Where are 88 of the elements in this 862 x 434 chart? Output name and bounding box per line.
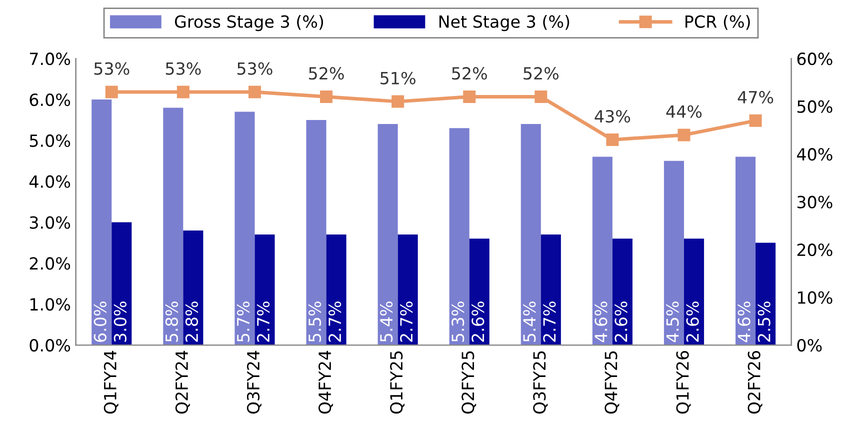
- data-label: 52%: [452, 67, 487, 80]
- bar: [326, 234, 346, 346]
- point: [463, 90, 476, 104]
- data-label: 47%: [738, 90, 774, 104]
- bar: [254, 234, 275, 346]
- y2-tick-label: 40%: [796, 148, 832, 161]
- data-label: 4.5%: [666, 302, 679, 342]
- x-tick-label: Q2FY24: [175, 350, 190, 414]
- bar: [540, 234, 561, 346]
- y-tick-label: 1.0%: [30, 298, 70, 311]
- point: [248, 86, 261, 98]
- data-label: 5.3%: [452, 302, 464, 342]
- y2-tick-label: 30%: [797, 196, 832, 208]
- bar: [234, 112, 255, 346]
- bar: [306, 120, 326, 346]
- x-tick-label: Q1FY24: [104, 350, 118, 414]
- data-label: 53%: [237, 62, 272, 75]
- bar: [378, 124, 398, 346]
- data-label: 52%: [309, 67, 344, 80]
- point: [534, 90, 548, 104]
- data-label: 53%: [94, 62, 130, 75]
- point: [105, 86, 118, 98]
- x-tick-label: Q4FY24: [318, 350, 334, 414]
- data-label: 2.7%: [256, 302, 270, 342]
- point: [320, 90, 333, 104]
- y-tick-label: 6.0%: [30, 93, 70, 106]
- x-tick-label: Q1FY25: [390, 351, 405, 414]
- bar: [756, 242, 776, 346]
- data-label: 2.6%: [472, 302, 484, 342]
- y-tick-label: 7.0%: [30, 52, 70, 66]
- data-label: 2.6%: [614, 302, 628, 342]
- bar: [684, 238, 704, 346]
- bar: [612, 238, 632, 346]
- data-label: 6.0%: [94, 302, 106, 342]
- data-label: 44%: [666, 105, 702, 118]
- bar: [592, 156, 612, 346]
- y-tick-label: 3.0%: [30, 216, 70, 229]
- point: [392, 95, 404, 108]
- bar: [112, 222, 132, 346]
- data-label: 2.6%: [686, 302, 699, 342]
- bar: [398, 234, 418, 346]
- data-label: 2.7%: [400, 302, 413, 342]
- data-label: 53%: [166, 62, 201, 75]
- x-tick-label: Q4FY25: [604, 351, 620, 414]
- x-tick-label: Q1FY26: [676, 350, 691, 414]
- y-tick-label: 0.0%: [30, 338, 70, 352]
- bar: [664, 160, 684, 346]
- bar: [736, 156, 756, 346]
- point: [749, 114, 762, 127]
- x-tick-label: Q3FY24: [246, 350, 262, 414]
- legend-label: PCR (%): [686, 15, 750, 30]
- bar: [163, 108, 184, 346]
- data-label: 5.4%: [380, 302, 393, 342]
- legend-label: Gross Stage 3 (%): [174, 15, 324, 32]
- legend-label: Net Stage 3 (%): [439, 15, 570, 32]
- data-label: 3.0%: [114, 302, 126, 342]
- point: [176, 86, 190, 98]
- y2-tick-label: 60%: [797, 52, 832, 66]
- y2-tick-label: 0%: [797, 338, 822, 352]
- data-label: 5.4%: [523, 302, 536, 342]
- bar: [520, 124, 541, 346]
- data-label: 43%: [594, 110, 630, 123]
- y2-tick-label: 50%: [797, 100, 832, 113]
- data-label: 2.5%: [758, 302, 770, 342]
- y-tick-label: 5.0%: [30, 134, 70, 147]
- y2-tick-label: 20%: [797, 244, 832, 256]
- y-tick-label: 4.0%: [29, 175, 70, 188]
- bar: [183, 230, 204, 346]
- data-label: 5.5%: [308, 302, 322, 342]
- x-tick-label: Q3FY25: [533, 351, 548, 414]
- data-label: 2.7%: [543, 302, 556, 342]
- x-tick-label: Q2FY25: [462, 351, 476, 414]
- data-label: 5.8%: [165, 302, 178, 342]
- data-label: 4.6%: [738, 302, 750, 342]
- bar: [449, 128, 470, 346]
- data-label: 2.7%: [328, 302, 342, 342]
- point: [678, 128, 690, 142]
- bar: [92, 100, 112, 346]
- data-label: 2.8%: [185, 302, 198, 342]
- y-tick-label: 2.0%: [30, 257, 70, 270]
- data-label: 52%: [524, 67, 559, 80]
- bar: [469, 238, 490, 346]
- x-tick-label: Q2FY26: [748, 350, 762, 414]
- y2-tick-label: 10%: [798, 291, 832, 304]
- data-label: 4.6%: [594, 302, 608, 342]
- point: [606, 134, 619, 146]
- data-label: 51%: [380, 72, 416, 84]
- data-label: 5.7%: [236, 302, 250, 342]
